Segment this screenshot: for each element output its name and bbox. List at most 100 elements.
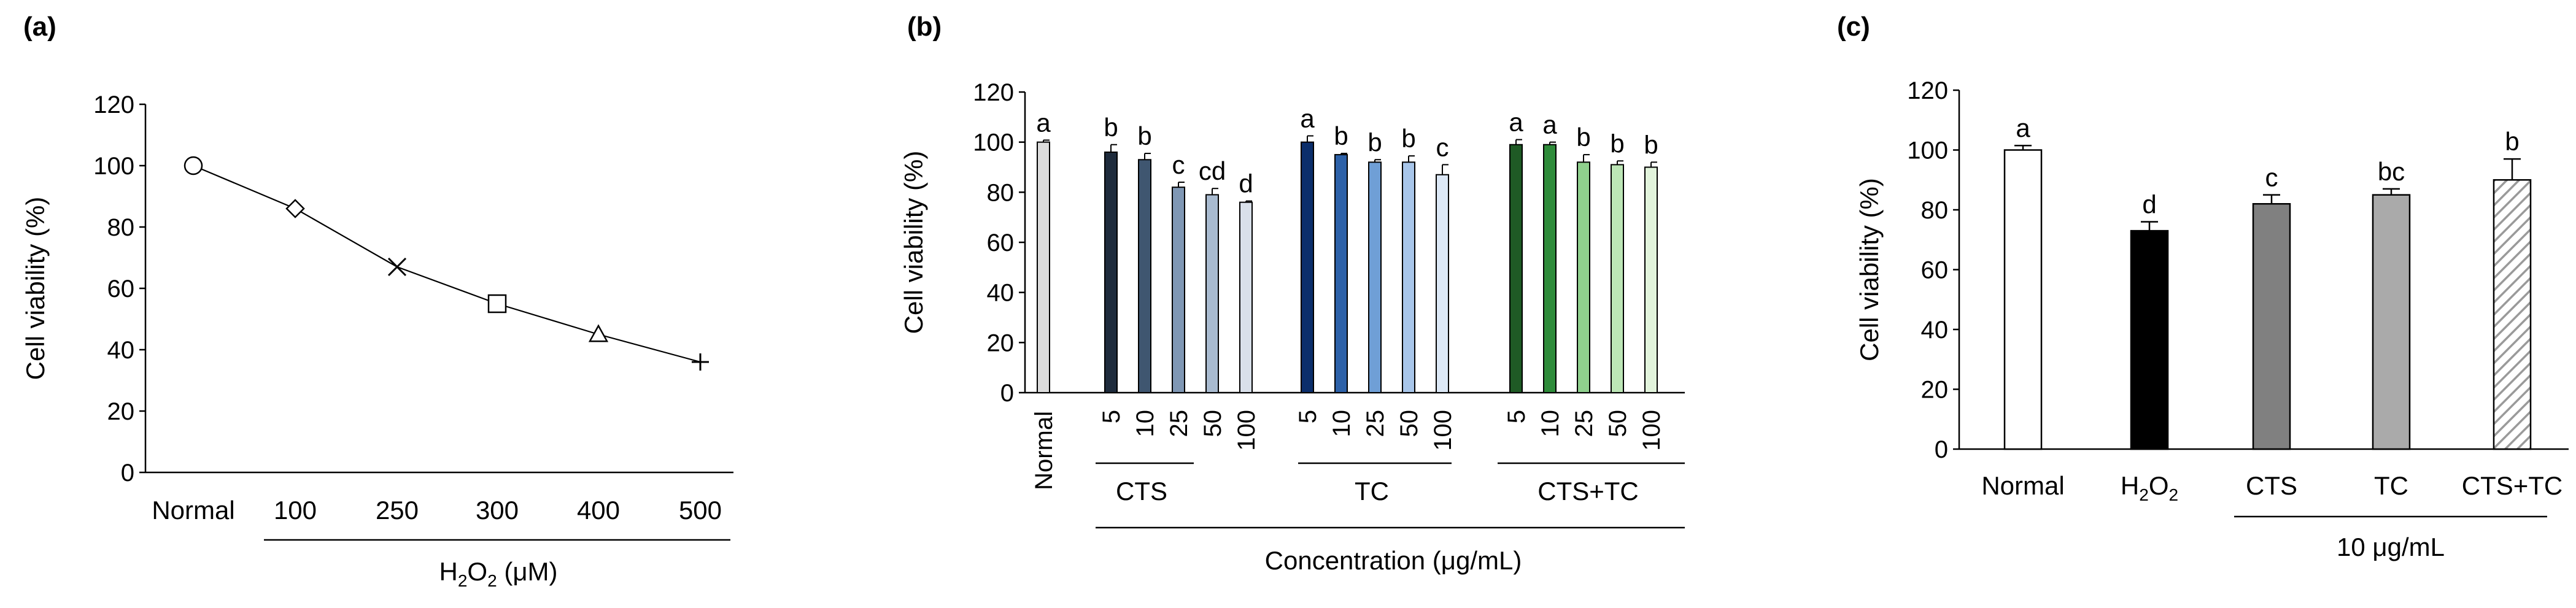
bar [1611, 164, 1624, 393]
y-axis-label: Cell viability (%) [21, 197, 50, 380]
x-tick-label: 500 [679, 496, 722, 525]
significance-letter: c [1436, 133, 1449, 161]
significance-letter: b [1610, 129, 1624, 158]
bar [1402, 161, 1415, 393]
data-point-circle [184, 156, 203, 175]
x-tick-label: 5 [1294, 410, 1321, 423]
significance-letter: b [1137, 121, 1151, 150]
chart-b: 0 20 40 60 80 100 120 Cell viability (%) a Normal… [899, 79, 1685, 575]
x-tick-label: 25 [1362, 410, 1389, 437]
group-label: TC [1355, 477, 1389, 506]
data-point-x [387, 257, 407, 277]
bar [2493, 179, 2532, 450]
x-tick-label: 50 [1396, 410, 1423, 437]
significance-letter: bc [2378, 157, 2405, 186]
x-axis-label: Concentration (μg/mL) [1265, 546, 1522, 575]
bar [2252, 203, 2291, 450]
y-tick-label: 0 [1935, 436, 1948, 463]
x-tick-label-h2o2: H2O2 [2121, 471, 2178, 504]
x-tick-label: CTS+TC [2462, 471, 2563, 500]
y-tick-label: 20 [1921, 377, 1949, 404]
bar [1644, 166, 1658, 393]
y-tick-label: 80 [107, 214, 135, 241]
significance-letter: a [1509, 108, 1523, 137]
y-tick-label: 120 [973, 79, 1014, 106]
y-tick-label: 120 [93, 91, 134, 118]
y-tick-label: 40 [107, 337, 135, 364]
bar [1436, 174, 1449, 393]
x-tick-label: 10 [1132, 410, 1159, 437]
group-label: CTS+TC [1537, 477, 1639, 506]
x-tick-label: 10 [1328, 410, 1355, 437]
significance-letter: a [1542, 110, 1557, 139]
x-tick-label: 10 [1537, 410, 1564, 437]
bar [1239, 201, 1253, 393]
x-tick-label: 5 [1503, 410, 1530, 423]
y-tick-label: 100 [1907, 137, 1948, 164]
significance-letter: b [1401, 124, 1415, 153]
x-tick-label: 300 [476, 496, 519, 525]
x-tick-label: 25 [1571, 410, 1598, 437]
bar [1334, 154, 1348, 393]
x-tick-label: CTS [2246, 471, 2297, 500]
chart-c: 0 20 40 60 80 100 120 Cell viability (%) a Normal… [1855, 77, 2569, 561]
x-tick-label-normal: Normal [1031, 411, 1058, 490]
x-tick-label: 25 [1166, 410, 1193, 437]
group-label: CTS [1116, 477, 1167, 506]
significance-letter: b [2505, 127, 2519, 156]
x-tick-label: 400 [577, 496, 620, 525]
x-tick-label: 50 [1604, 410, 1631, 437]
data-point-triangle [588, 324, 609, 342]
significance-letter: a [2016, 114, 2030, 142]
significance-letter: c [1172, 150, 1185, 179]
significance-letter: b [1576, 123, 1590, 152]
x-tick-label: 250 [376, 496, 419, 525]
x-tick-label: TC [2374, 471, 2408, 500]
y-tick-label: 0 [1000, 380, 1014, 407]
bar [1509, 144, 1523, 393]
series-line [193, 164, 701, 363]
data-point-diamond [285, 199, 305, 218]
y-tick-label: 100 [973, 129, 1014, 156]
x-tick-label: 100 [1429, 410, 1456, 451]
x-tick-label: 50 [1199, 410, 1226, 437]
bar [1577, 161, 1590, 393]
y-tick-label: 60 [107, 275, 135, 302]
significance-letter: b [1104, 113, 1118, 142]
panel-label-b: (b) [907, 12, 942, 42]
significance-letter: cd [1199, 156, 1226, 185]
bar [1138, 159, 1151, 393]
x-axis-label: H2O2 (μM) [439, 557, 558, 590]
x-tick-label: 5 [1098, 410, 1125, 423]
x-tick-label: 100 [1638, 410, 1665, 451]
y-tick-label: 60 [987, 229, 1015, 256]
y-tick-label: 40 [1921, 317, 1949, 344]
x-tick-label: 100 [1233, 410, 1260, 451]
y-tick-label: 100 [93, 153, 134, 180]
bar [2372, 194, 2411, 450]
group-label: 10 μg/mL [2337, 533, 2445, 561]
bar [1037, 141, 1050, 394]
significance-letter: d [1239, 169, 1253, 198]
y-axis-label: Cell viability (%) [899, 151, 928, 334]
x-tick-label: Normal [152, 496, 234, 525]
y-tick-label: 40 [987, 280, 1015, 307]
x-tick-label: Normal [1981, 471, 2064, 500]
y-tick-label: 120 [1907, 77, 1948, 104]
bar [1205, 194, 1219, 393]
data-point-square [487, 294, 507, 314]
significance-letter: b [1644, 130, 1658, 159]
significance-letter: d [2142, 190, 2156, 219]
y-tick-label: 20 [987, 329, 1015, 356]
significance-letter: a [1300, 104, 1315, 133]
significance-letter: c [2265, 163, 2278, 192]
bar [1301, 141, 1314, 394]
y-tick-label: 80 [987, 179, 1015, 206]
y-tick-label: 20 [107, 398, 135, 425]
significance-letter: a [1036, 108, 1051, 137]
y-axis-label: Cell viability (%) [1855, 178, 1884, 361]
bar [1543, 144, 1557, 393]
data-point-plus [692, 353, 709, 371]
bar [1104, 152, 1118, 393]
